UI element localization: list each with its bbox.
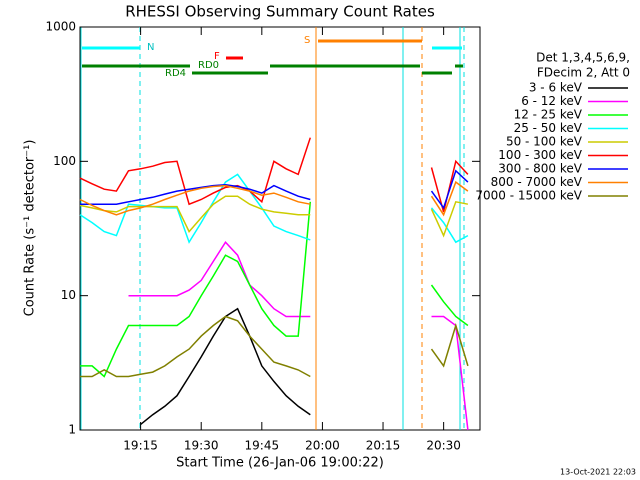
x-axis-title: Start Time (26-Jan-06 19:00:22)	[176, 456, 384, 471]
legend-label: 800 - 7000 keV	[491, 175, 583, 189]
flag-label: RD4	[165, 68, 186, 79]
legend-label: 6 - 12 keV	[521, 94, 583, 108]
series-line	[80, 201, 469, 378]
flag-label: N	[147, 42, 154, 53]
x-tick-label: 20:00	[305, 439, 340, 453]
y-tick-label: 100	[53, 154, 76, 168]
x-tick-label: 19:45	[245, 439, 280, 453]
x-tick-label: 19:30	[184, 439, 219, 453]
flag-bars	[82, 39, 463, 75]
plot-frame	[79, 26, 481, 431]
series-line	[80, 169, 469, 210]
legend-label: 50 - 100 keV	[506, 135, 583, 149]
legend-header: Det 1,3,4,5,6,9,	[536, 51, 630, 65]
y-tick-label: 1000	[45, 20, 76, 34]
y-tick-label: 1	[68, 423, 76, 437]
legend-label: 12 - 25 keV	[514, 108, 583, 122]
flag-label: RD0	[198, 60, 219, 71]
timestamp: 13-Oct-2021 22:03	[560, 468, 636, 477]
flag-label: S	[304, 35, 310, 46]
series-line	[128, 240, 469, 431]
legend-label: 7000 - 15000 keV	[475, 189, 582, 203]
legend-label: 300 - 800 keV	[498, 162, 582, 176]
x-tick-label: 19:15	[123, 439, 158, 453]
legend-label: 25 - 50 keV	[514, 121, 583, 135]
series-line	[79, 195, 469, 238]
series-line	[80, 315, 469, 378]
chart-title: RHESSI Observing Summary Count Rates	[125, 3, 435, 21]
x-tick-label: 20:30	[426, 439, 461, 453]
legend-header: FDecim 2, Att 0	[537, 66, 630, 80]
x-tick-label: 20:15	[366, 439, 401, 453]
legend-label: 100 - 300 keV	[498, 148, 582, 162]
flag-lines	[80, 27, 465, 430]
series-line	[79, 173, 469, 244]
flag-label: F	[214, 51, 220, 62]
series-line	[79, 180, 469, 217]
legend-label: 3 - 6 keV	[529, 81, 583, 95]
y-tick-label: 10	[61, 288, 76, 302]
series-line	[79, 137, 469, 213]
y-axis-title: Count Rate (s⁻¹ detector⁻¹)	[23, 140, 38, 317]
